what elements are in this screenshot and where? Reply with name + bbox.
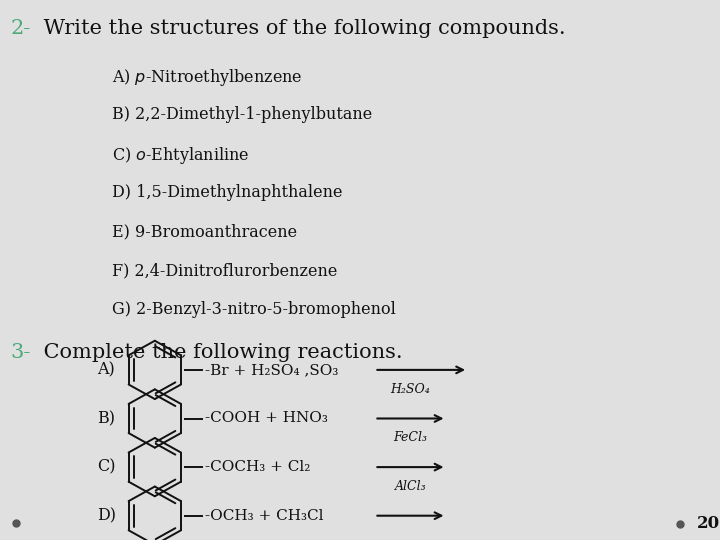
Text: -COOH + HNO₃: -COOH + HNO₃ xyxy=(205,411,328,426)
Text: D) 1,5-Dimethylnaphthalene: D) 1,5-Dimethylnaphthalene xyxy=(112,184,342,201)
Text: -Br + H₂SO₄ ,SO₃: -Br + H₂SO₄ ,SO₃ xyxy=(205,363,338,377)
Text: A): A) xyxy=(97,361,115,379)
Text: C): C) xyxy=(97,458,116,476)
Text: AlCl₃: AlCl₃ xyxy=(395,480,426,493)
Text: 3-: 3- xyxy=(11,343,31,362)
Text: -OCH₃ + CH₃Cl: -OCH₃ + CH₃Cl xyxy=(205,509,324,523)
Text: 20: 20 xyxy=(697,515,720,532)
Text: 2-: 2- xyxy=(11,19,31,38)
Text: F) 2,4-Dinitroflurorbenzene: F) 2,4-Dinitroflurorbenzene xyxy=(112,262,337,279)
Text: Complete the following reactions.: Complete the following reactions. xyxy=(37,343,402,362)
Text: B): B) xyxy=(97,410,115,427)
Text: B) 2,2-Dimethyl-1-phenylbutane: B) 2,2-Dimethyl-1-phenylbutane xyxy=(112,106,372,123)
Text: -COCH₃ + Cl₂: -COCH₃ + Cl₂ xyxy=(205,460,310,474)
Text: G) 2-Benzyl-3-nitro-5-bromophenol: G) 2-Benzyl-3-nitro-5-bromophenol xyxy=(112,301,395,318)
Text: H₂SO₄: H₂SO₄ xyxy=(390,383,431,396)
Text: FeCl₃: FeCl₃ xyxy=(393,431,428,444)
Text: Write the structures of the following compounds.: Write the structures of the following co… xyxy=(37,19,565,38)
Text: A) $p$-Nitroethylbenzene: A) $p$-Nitroethylbenzene xyxy=(112,68,302,89)
Text: C) $o$-Ehtylaniline: C) $o$-Ehtylaniline xyxy=(112,145,249,166)
Text: D): D) xyxy=(97,507,116,524)
Text: E) 9-Bromoanthracene: E) 9-Bromoanthracene xyxy=(112,223,297,240)
